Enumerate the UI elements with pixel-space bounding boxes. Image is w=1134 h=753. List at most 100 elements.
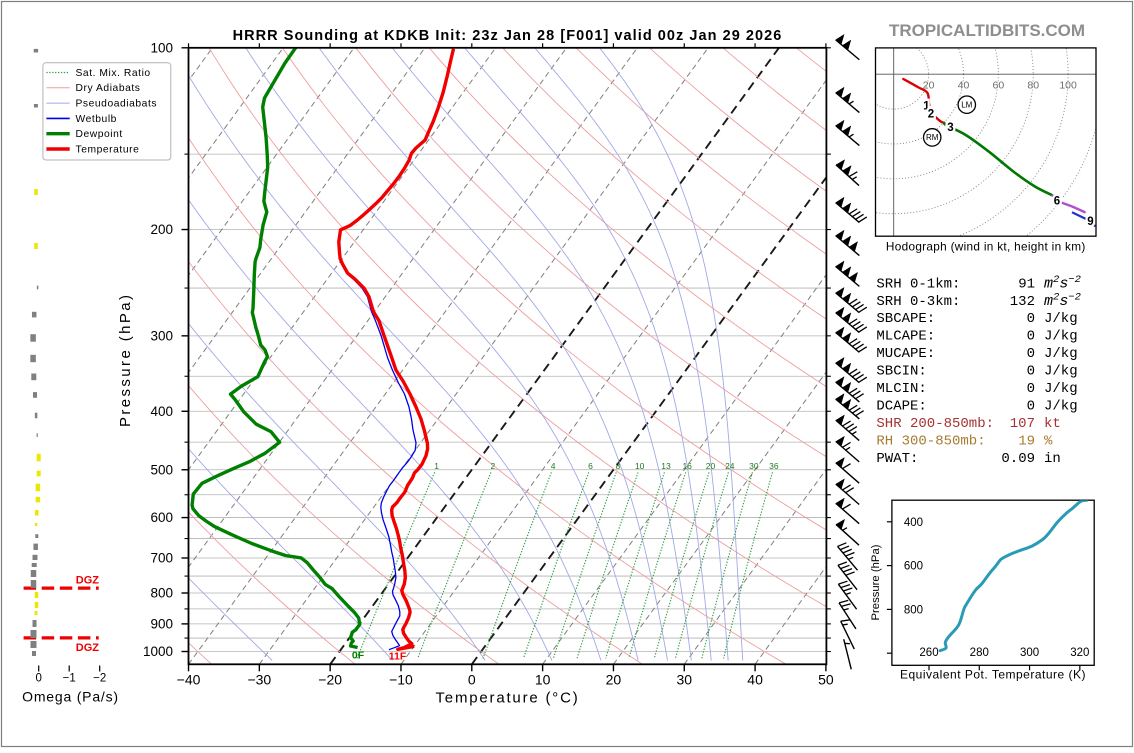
svg-text:Hodograph (wind in kt, height: Hodograph (wind in kt, height in km) — [886, 240, 1086, 254]
svg-text:20: 20 — [706, 461, 716, 471]
svg-text:DGZ: DGZ — [76, 575, 100, 587]
svg-text:500: 500 — [150, 462, 173, 477]
svg-text:2: 2 — [490, 461, 495, 471]
svg-text:in: in — [1044, 451, 1061, 467]
svg-text:0.09: 0.09 — [1001, 451, 1035, 467]
svg-text:−1: −1 — [63, 673, 76, 685]
svg-text:900: 900 — [150, 616, 173, 631]
svg-text:1: 1 — [434, 461, 439, 471]
svg-text:400: 400 — [150, 404, 173, 419]
svg-text:13: 13 — [661, 461, 671, 471]
svg-text:Pseudoadiabats: Pseudoadiabats — [76, 99, 158, 110]
svg-text:J/kg: J/kg — [1044, 398, 1078, 414]
svg-text:132: 132 — [1010, 294, 1035, 310]
svg-text:0: 0 — [35, 673, 41, 685]
svg-text:Dewpoint: Dewpoint — [76, 129, 123, 140]
svg-text:11F: 11F — [389, 651, 407, 663]
svg-text:4: 4 — [551, 461, 556, 471]
svg-text:Omega (Pa/s): Omega (Pa/s) — [22, 689, 119, 705]
svg-text:600: 600 — [150, 510, 173, 525]
svg-text:−40: −40 — [177, 671, 201, 687]
svg-text:Equivalent Pot. Temperature (K: Equivalent Pot. Temperature (K) — [900, 668, 1086, 682]
svg-text:−30: −30 — [247, 671, 271, 687]
svg-text:0: 0 — [1027, 398, 1035, 414]
svg-text:0: 0 — [468, 671, 476, 687]
svg-text:36: 36 — [769, 461, 779, 471]
svg-text:50: 50 — [818, 671, 834, 687]
svg-text:19: 19 — [1018, 433, 1035, 449]
svg-text:200: 200 — [150, 222, 173, 237]
svg-text:J/kg: J/kg — [1044, 364, 1078, 380]
svg-text:10: 10 — [535, 671, 551, 687]
svg-text:107: 107 — [1010, 416, 1035, 432]
svg-text:0: 0 — [1027, 346, 1035, 362]
svg-text:0: 0 — [1027, 311, 1035, 327]
svg-text:HRRR Sounding at KDKB Init: 23: HRRR Sounding at KDKB Init: 23z Jan 28 [… — [233, 28, 783, 44]
svg-text:Temperature (°C): Temperature (°C) — [436, 690, 580, 707]
svg-text:TROPICALTIDBITS.COM: TROPICALTIDBITS.COM — [889, 21, 1085, 40]
svg-text:40: 40 — [958, 80, 970, 92]
svg-text:100: 100 — [1059, 80, 1077, 92]
svg-text:2: 2 — [928, 109, 934, 121]
svg-text:6: 6 — [1054, 196, 1060, 208]
svg-text:SBCIN:: SBCIN: — [876, 364, 926, 380]
svg-text:Pressure (hPa): Pressure (hPa) — [870, 544, 882, 620]
svg-text:260: 260 — [919, 647, 938, 659]
svg-text:PWAT:: PWAT: — [876, 451, 918, 467]
svg-text:SRH 0-1km:: SRH 0-1km: — [876, 276, 960, 292]
svg-text:80: 80 — [1027, 80, 1039, 92]
svg-text:9: 9 — [1087, 216, 1093, 228]
svg-text:91: 91 — [1018, 276, 1035, 292]
svg-text:0: 0 — [1027, 381, 1035, 397]
svg-text:16: 16 — [682, 461, 692, 471]
svg-text:0F: 0F — [352, 650, 365, 662]
svg-text:24: 24 — [725, 461, 735, 471]
svg-text:Wetbulb: Wetbulb — [76, 114, 117, 125]
svg-text:3: 3 — [947, 122, 953, 134]
svg-text:J/kg: J/kg — [1044, 329, 1078, 345]
svg-text:MLCAPE:: MLCAPE: — [876, 329, 935, 345]
svg-text:800: 800 — [904, 604, 923, 616]
svg-text:800: 800 — [150, 586, 173, 601]
svg-text:%: % — [1044, 433, 1053, 449]
svg-text:1000: 1000 — [143, 644, 173, 659]
svg-text:6: 6 — [588, 461, 593, 471]
svg-text:100: 100 — [150, 40, 173, 55]
svg-text:MUCAPE:: MUCAPE: — [876, 346, 935, 362]
svg-text:Sat. Mix. Ratio: Sat. Mix. Ratio — [76, 68, 151, 79]
svg-text:300: 300 — [150, 328, 173, 343]
svg-text:−2: −2 — [93, 673, 106, 685]
svg-text:J/kg: J/kg — [1044, 346, 1078, 362]
svg-text:30: 30 — [749, 461, 759, 471]
svg-text:30: 30 — [676, 671, 692, 687]
svg-text:kt: kt — [1044, 416, 1061, 432]
svg-text:Pressure (hPa): Pressure (hPa) — [117, 293, 134, 427]
svg-text:0: 0 — [1027, 329, 1035, 345]
svg-text:320: 320 — [1070, 647, 1089, 659]
svg-text:400: 400 — [904, 517, 923, 529]
svg-text:LM: LM — [961, 101, 972, 110]
svg-text:600: 600 — [904, 561, 923, 573]
svg-text:0: 0 — [1027, 364, 1035, 380]
svg-text:−10: −10 — [389, 671, 413, 687]
svg-text:J/kg: J/kg — [1044, 381, 1078, 397]
svg-text:280: 280 — [970, 647, 989, 659]
svg-text:SHR 200-850mb:: SHR 200-850mb: — [876, 416, 994, 432]
svg-text:20: 20 — [606, 671, 622, 687]
svg-text:Dry Adiabats: Dry Adiabats — [76, 83, 141, 94]
svg-text:700: 700 — [150, 551, 173, 566]
svg-text:DCAPE:: DCAPE: — [876, 398, 926, 414]
svg-text:40: 40 — [747, 671, 763, 687]
svg-text:Temperature: Temperature — [76, 144, 140, 155]
svg-text:J/kg: J/kg — [1044, 311, 1078, 327]
svg-text:RH 300-850mb:: RH 300-850mb: — [876, 433, 985, 449]
svg-text:MLCIN:: MLCIN: — [876, 381, 926, 397]
svg-text:SRH 0-3km:: SRH 0-3km: — [876, 294, 960, 310]
svg-text:−20: −20 — [318, 671, 342, 687]
svg-text:8: 8 — [616, 461, 621, 471]
svg-text:DGZ: DGZ — [76, 642, 100, 654]
svg-text:60: 60 — [992, 80, 1004, 92]
svg-text:RM: RM — [926, 133, 939, 142]
svg-text:300: 300 — [1020, 647, 1039, 659]
svg-text:SBCAPE:: SBCAPE: — [876, 311, 935, 327]
